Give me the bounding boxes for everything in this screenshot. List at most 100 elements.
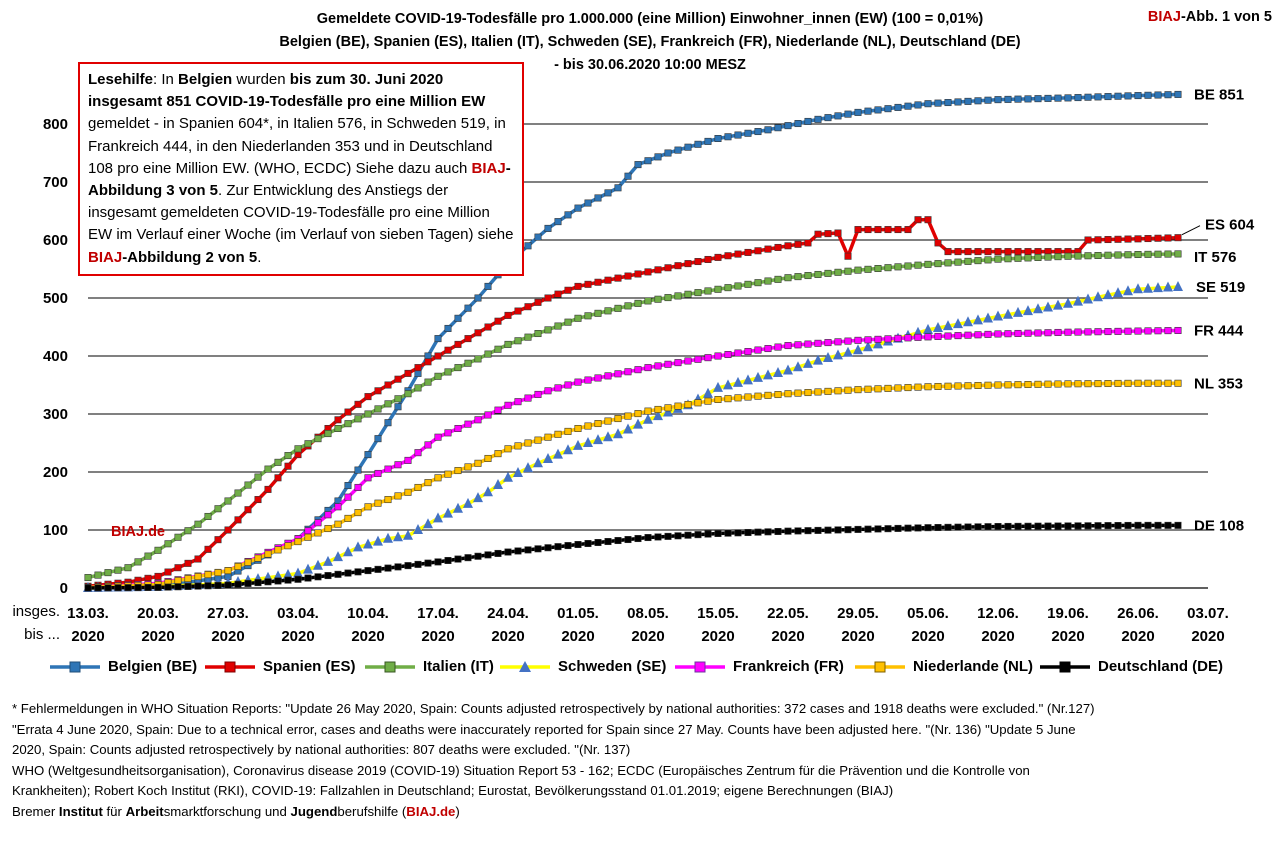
data-point bbox=[1014, 248, 1022, 256]
data-point bbox=[354, 483, 362, 491]
data-point bbox=[694, 258, 702, 266]
data-point bbox=[374, 499, 382, 507]
data-point bbox=[644, 364, 652, 372]
data-point bbox=[134, 584, 142, 592]
data-point bbox=[924, 260, 932, 268]
data-point bbox=[1074, 94, 1082, 102]
data-point bbox=[754, 528, 762, 536]
data-point bbox=[1034, 522, 1042, 530]
data-point bbox=[244, 506, 252, 514]
data-point bbox=[704, 530, 712, 538]
data-point bbox=[204, 545, 212, 553]
footnote-line: 2020, Spain: Counts adjusted retrospecti… bbox=[12, 742, 631, 757]
data-point bbox=[214, 581, 222, 589]
data-point bbox=[604, 372, 612, 380]
data-point bbox=[244, 579, 252, 587]
data-point bbox=[824, 339, 832, 347]
data-point bbox=[704, 354, 712, 362]
data-point bbox=[473, 492, 483, 503]
data-point bbox=[454, 424, 462, 432]
data-point bbox=[404, 369, 412, 377]
institute-text: berufshilfe ( bbox=[337, 803, 407, 819]
data-point bbox=[304, 527, 312, 535]
data-point bbox=[584, 540, 592, 548]
data-point bbox=[864, 336, 872, 344]
data-point bbox=[413, 524, 423, 534]
x-tick-label: 19.06. bbox=[1047, 605, 1089, 622]
data-point bbox=[114, 566, 122, 574]
data-point bbox=[354, 466, 362, 474]
data-point bbox=[744, 248, 752, 256]
data-point bbox=[1104, 328, 1112, 336]
data-point bbox=[1124, 379, 1132, 387]
data-point bbox=[293, 567, 303, 578]
data-point bbox=[694, 355, 702, 363]
data-point bbox=[1024, 248, 1032, 256]
data-point bbox=[884, 525, 892, 533]
data-point bbox=[773, 366, 783, 377]
data-point bbox=[1014, 95, 1022, 103]
data-point bbox=[1164, 327, 1172, 335]
data-point bbox=[1154, 250, 1162, 258]
data-point bbox=[724, 133, 732, 141]
data-point bbox=[644, 268, 652, 276]
data-point bbox=[294, 538, 302, 546]
data-point bbox=[844, 337, 852, 345]
data-point bbox=[354, 415, 362, 423]
data-point bbox=[454, 314, 462, 322]
data-point bbox=[854, 386, 862, 394]
data-point bbox=[704, 137, 712, 145]
data-point bbox=[744, 280, 752, 288]
reading-help-text: wurden bbox=[232, 71, 290, 88]
data-point bbox=[1044, 94, 1052, 102]
data-point bbox=[483, 486, 493, 497]
data-point bbox=[384, 400, 392, 408]
data-point bbox=[944, 248, 952, 256]
data-point bbox=[964, 523, 972, 531]
data-point bbox=[1014, 329, 1022, 337]
data-point bbox=[493, 479, 503, 490]
data-point bbox=[1173, 280, 1183, 291]
x-tick-year: 2020 bbox=[421, 628, 454, 645]
data-point bbox=[624, 172, 632, 180]
data-point bbox=[564, 211, 572, 219]
data-point bbox=[394, 403, 402, 411]
data-point bbox=[1134, 251, 1142, 259]
data-point bbox=[664, 149, 672, 157]
data-point bbox=[634, 299, 642, 307]
data-point bbox=[1103, 289, 1113, 300]
data-point bbox=[704, 287, 712, 295]
data-point bbox=[234, 580, 242, 588]
data-point bbox=[1114, 522, 1122, 530]
data-point bbox=[874, 106, 882, 114]
data-point bbox=[944, 332, 952, 340]
y-tick-label: 400 bbox=[43, 348, 68, 365]
x-tick-year: 2020 bbox=[841, 628, 874, 645]
data-point bbox=[643, 413, 653, 424]
legend-swatch-nl bbox=[855, 661, 905, 672]
data-point bbox=[343, 546, 353, 557]
data-point bbox=[464, 335, 472, 343]
data-point bbox=[584, 199, 592, 207]
y-tick-label: 0 bbox=[60, 580, 68, 597]
footnote-line: * Fehlermeldungen in WHO Situation Repor… bbox=[12, 701, 1095, 716]
institute-bold: Arbeit bbox=[125, 803, 164, 819]
data-point bbox=[774, 124, 782, 132]
data-point bbox=[484, 282, 492, 290]
reading-help-heading: Lesehilfe bbox=[88, 71, 154, 88]
reading-help-reference: -Abbildung 3 von 5 bbox=[88, 159, 511, 200]
data-point bbox=[733, 376, 743, 387]
data-point bbox=[394, 395, 402, 403]
data-point bbox=[984, 256, 992, 264]
data-point bbox=[694, 399, 702, 407]
data-point bbox=[764, 528, 772, 536]
data-point bbox=[524, 242, 532, 250]
data-point bbox=[1164, 234, 1172, 242]
data-point bbox=[1004, 95, 1012, 103]
data-point bbox=[294, 445, 302, 453]
data-point bbox=[184, 575, 192, 583]
data-point bbox=[774, 343, 782, 351]
x-tick-year: 2020 bbox=[491, 628, 524, 645]
data-point bbox=[914, 383, 922, 391]
data-point bbox=[554, 290, 562, 298]
